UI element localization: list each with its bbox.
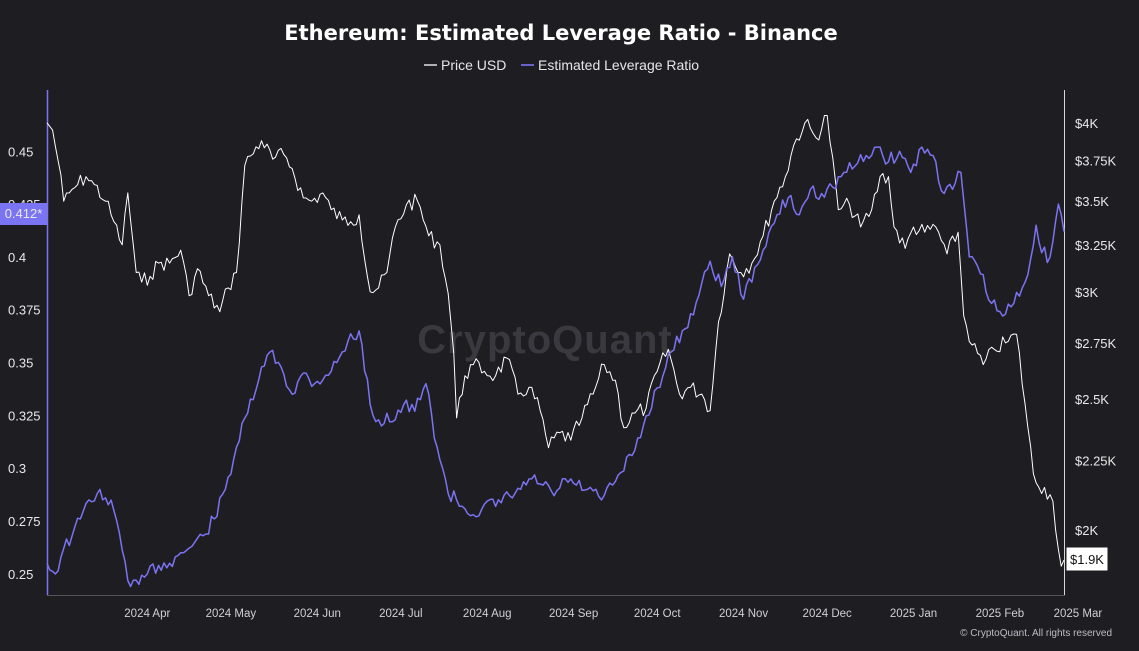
right-tick-label: $2K <box>1075 523 1098 538</box>
right-tick-label: $3.25K <box>1075 238 1117 253</box>
left-tick-label: 0.325 <box>8 408 41 423</box>
right-tick-label: $2.5K <box>1075 392 1109 407</box>
right-current-value-marker: $1.9K <box>1065 546 1109 572</box>
x-tick-label: 2025 Feb <box>976 608 1025 620</box>
x-tick-label: 2025 Mar <box>1054 608 1103 620</box>
series-line-price-usd <box>46 115 1065 567</box>
chart-title: Ethereum: Estimated Leverage Ratio - Bin… <box>284 21 837 45</box>
right-marker-box <box>1065 546 1109 572</box>
watermark: CryptoQuant <box>417 318 672 362</box>
legend-price-label: Price USD <box>441 57 506 73</box>
right-axis-ticks: $2K $2.25K $2.5K $2.75K $3K $3.25K $3.5K $3.75K… <box>1075 116 1117 538</box>
left-current-value-marker: 0.412* <box>0 203 47 225</box>
x-tick-label: 2024 Dec <box>803 608 852 620</box>
left-tick-label: 0.35 <box>8 356 33 371</box>
right-tick-label: $2.25K <box>1075 454 1117 469</box>
x-tick-label: 2024 Jul <box>379 608 422 620</box>
right-tick-label: $3K <box>1075 285 1098 300</box>
copyright-credit: © CryptoQuant. All rights reserved <box>960 628 1112 639</box>
x-tick-label: 2024 Apr <box>124 608 170 620</box>
right-tick-label: $3.75K <box>1075 154 1117 169</box>
x-tick-label: 2024 Aug <box>463 608 512 620</box>
x-tick-label: 2024 Oct <box>634 608 681 620</box>
x-tick-label: 2024 Sep <box>549 608 598 620</box>
left-tick-label: 0.275 <box>8 514 41 529</box>
left-tick-label: 0.25 <box>8 567 33 582</box>
left-marker-box <box>0 203 47 225</box>
left-tick-label: 0.3 <box>8 461 26 476</box>
left-tick-label: 0.45 <box>8 144 33 159</box>
left-tick-label: 0.4 <box>8 250 26 265</box>
x-tick-label: 2024 Nov <box>719 608 768 620</box>
legend: Price USD Estimated Leverage Ratio <box>424 57 699 73</box>
x-tick-label: 2025 Jan <box>890 608 937 620</box>
x-tick-label: 2024 Jun <box>294 608 341 620</box>
left-tick-label: 0.375 <box>8 303 41 318</box>
right-tick-label: $2.75K <box>1075 336 1117 351</box>
x-axis-ticks: 2024 Apr 2024 May 2024 Jun 2024 Jul 2024 Aug… <box>124 608 1102 620</box>
x-tick-label: 2024 May <box>206 608 257 620</box>
left-marker-label: 0.412* <box>5 206 43 221</box>
right-marker-label: $1.9K <box>1070 552 1104 567</box>
series-line-estimated-leverage-ratio <box>46 146 1065 588</box>
right-tick-label: $3.5K <box>1075 194 1109 209</box>
right-tick-label: $4K <box>1075 116 1098 131</box>
legend-leverage-label: Estimated Leverage Ratio <box>538 57 699 73</box>
